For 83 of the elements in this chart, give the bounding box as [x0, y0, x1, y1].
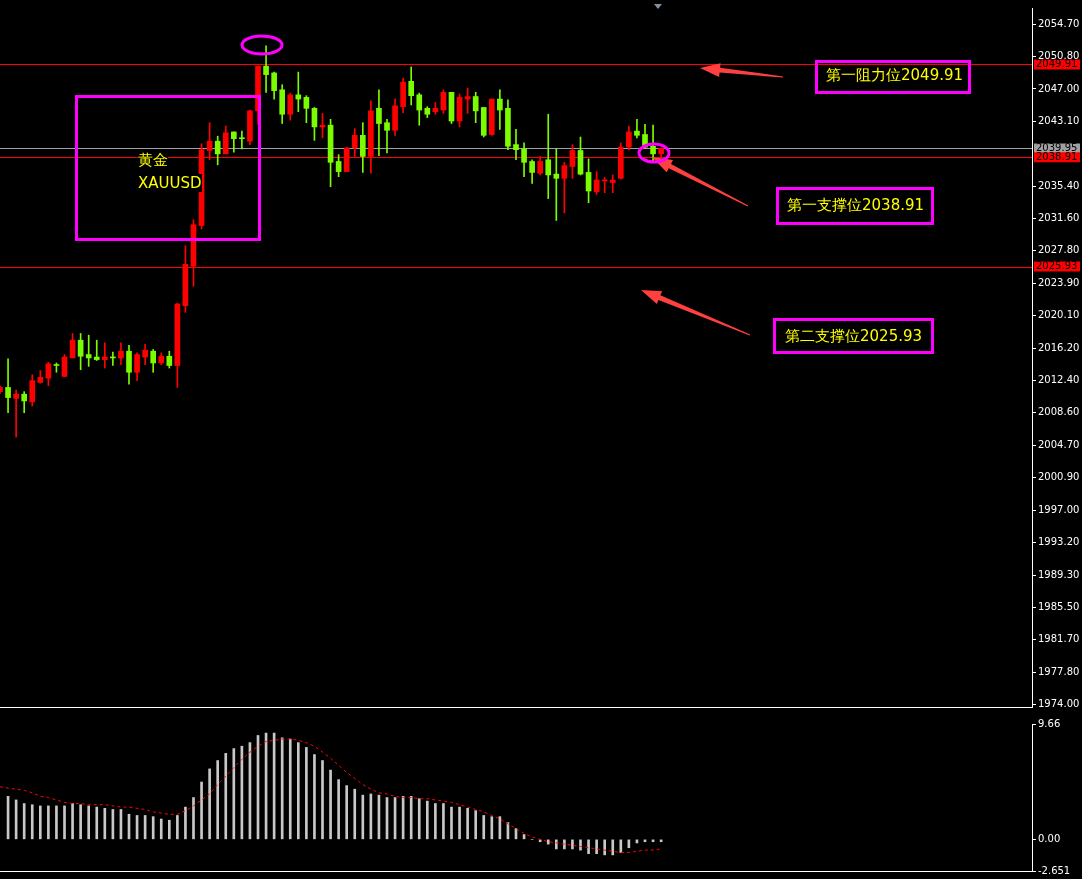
annotation: 第二支撑位2025.93: [785, 327, 923, 345]
y-tick-label: 2035.40: [1038, 180, 1080, 192]
y-tick-label: 2023.90: [1038, 277, 1080, 289]
y-tick-label: 1985.50: [1038, 601, 1080, 613]
bar: [38, 805, 42, 840]
bar: [345, 785, 349, 840]
bar: [417, 798, 421, 840]
bar: [232, 748, 236, 840]
y-tick-label: 0.00: [1038, 832, 1061, 844]
y-tick-label: 1989.30: [1038, 569, 1080, 581]
bar: [546, 839, 550, 845]
bar: [611, 839, 615, 856]
bar: [313, 754, 316, 840]
annotation: XAUUSD: [138, 174, 202, 192]
y-tick-label: 2047.00: [1038, 82, 1080, 94]
bar: [87, 805, 91, 840]
bar: [151, 816, 155, 840]
y-tick-label: 2000.90: [1038, 471, 1080, 483]
bar: [192, 797, 195, 840]
bar: [619, 839, 623, 853]
bar: [103, 807, 107, 840]
y-tick-label: 2031.60: [1038, 212, 1080, 224]
bar: [305, 747, 308, 840]
y-tick-label: 2008.60: [1038, 406, 1080, 418]
ref-line-label: 2039.95: [1036, 141, 1078, 153]
bar: [321, 760, 324, 840]
bar: [95, 806, 99, 840]
bar: [159, 818, 163, 840]
y-tick-label: 2012.40: [1038, 374, 1080, 386]
bar: [329, 769, 332, 840]
y-tick-label: 9.66: [1038, 717, 1061, 729]
bar: [184, 806, 187, 840]
bar: [71, 803, 74, 840]
bar: [63, 805, 66, 840]
y-tick-label: 1997.00: [1038, 504, 1080, 516]
y-tick-label: 1974.00: [1038, 698, 1080, 710]
y-tick-label: 1993.20: [1038, 536, 1080, 548]
bar: [579, 839, 582, 851]
bar: [434, 803, 437, 840]
line-series: [0, 738, 662, 853]
bar: [30, 804, 34, 840]
bar: [224, 753, 228, 840]
y-tick-label: -2.651: [1038, 864, 1071, 876]
bar: [450, 806, 453, 840]
bar: [490, 816, 494, 840]
bar: [296, 742, 300, 840]
bar: [79, 804, 82, 840]
annotation: 第一支撑位2038.91: [787, 196, 925, 214]
bar: [595, 839, 598, 854]
annotation: 黄金: [138, 151, 168, 169]
bar: [466, 807, 469, 840]
bar: [353, 788, 357, 840]
y-tick-label: 1977.80: [1038, 666, 1080, 678]
bar: [216, 760, 220, 840]
bar: [409, 796, 413, 840]
y-tick-label: 2016.20: [1038, 342, 1080, 354]
y-tick-label: 1981.70: [1038, 633, 1080, 645]
bar: [482, 815, 486, 840]
bar: [200, 781, 203, 840]
bar: [47, 805, 50, 840]
annotation: 第一阻力位2049.91: [826, 66, 964, 84]
bar: [361, 794, 365, 840]
y-tick-label: 2054.70: [1038, 17, 1080, 29]
bar: [288, 738, 292, 840]
bar: [442, 803, 445, 840]
ref-line-label: 2025.93: [1036, 260, 1078, 272]
bar: [474, 810, 478, 840]
bar: [55, 805, 58, 840]
bar: [425, 800, 429, 840]
y-tick-label: 2043.10: [1038, 115, 1080, 127]
ref-line-label: 2038.91: [1036, 150, 1078, 162]
bar: [337, 779, 340, 840]
bar: [22, 803, 26, 840]
bar: [167, 819, 171, 840]
bar: [208, 768, 211, 840]
bar: [280, 737, 284, 840]
bar: [176, 815, 179, 840]
bar: [571, 839, 574, 850]
y-tick-label: 2004.70: [1038, 439, 1080, 451]
y-tick-label: 2020.10: [1038, 309, 1080, 321]
y-tick-label: 2027.80: [1038, 244, 1080, 256]
bar: [587, 839, 590, 854]
bar: [458, 806, 461, 840]
